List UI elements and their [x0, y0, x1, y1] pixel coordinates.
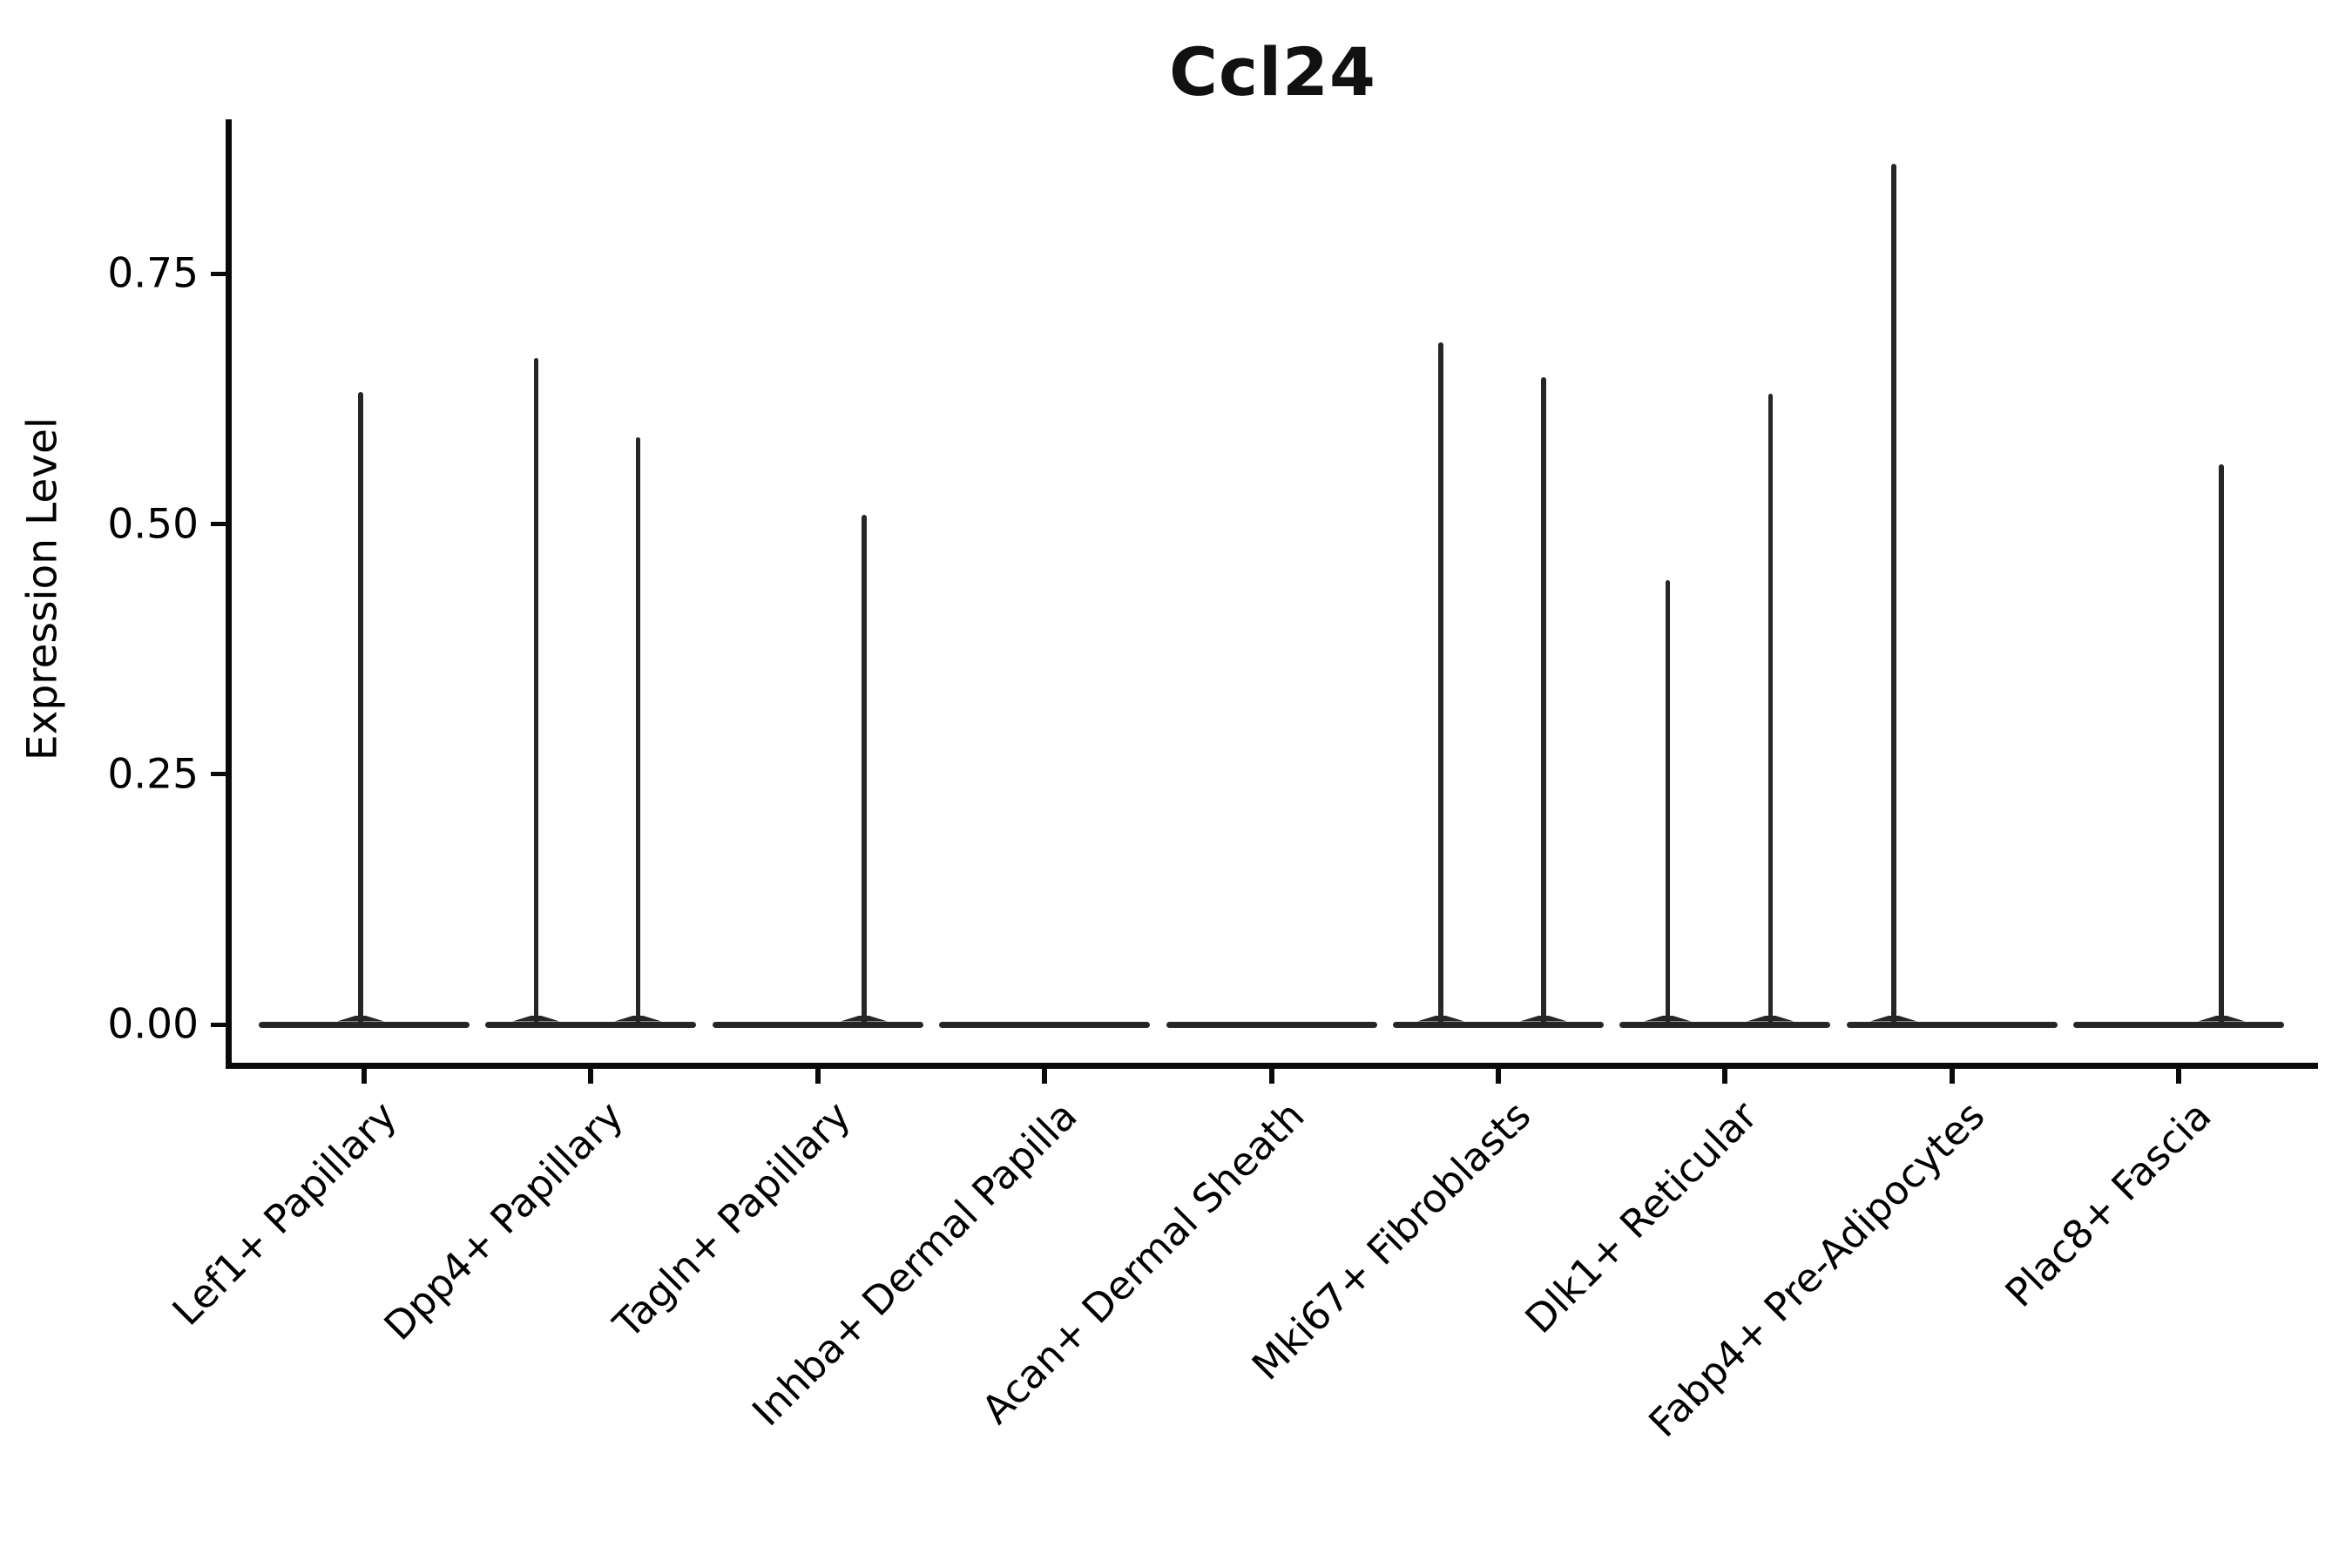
violin-baseline: [485, 1021, 697, 1028]
x-category-label: Dpp4+ Papillary: [375, 1092, 632, 1349]
violin-spike-foot: [1520, 1015, 1567, 1022]
x-category-label: Tagln+ Papillary: [604, 1092, 860, 1348]
violin-spike: [1541, 376, 1546, 1024]
x-category-label: Lef1+ Papillary: [163, 1092, 406, 1335]
y-tick: [211, 522, 226, 527]
violin-spike-foot: [1644, 1015, 1692, 1022]
violin-spike: [1665, 579, 1671, 1024]
violin-baseline: [939, 1021, 1151, 1028]
violin-spike-foot: [337, 1015, 384, 1022]
x-category-label: Plac8+ Fascia: [1996, 1092, 2220, 1316]
violin-baseline: [1619, 1021, 1831, 1028]
violin-baseline: [1846, 1021, 2058, 1028]
violin-spike: [533, 357, 539, 1024]
y-tick: [211, 1022, 226, 1027]
x-tick: [1949, 1068, 1955, 1084]
y-tick-label: 0.75: [107, 249, 199, 298]
violin-baseline: [712, 1021, 923, 1028]
y-tick: [211, 271, 226, 276]
violin-spike-foot: [614, 1015, 662, 1022]
y-tick-label: 0.00: [107, 1000, 199, 1049]
x-tick: [1042, 1068, 1048, 1084]
y-tick-label: 0.25: [107, 750, 199, 799]
y-tick-label: 0.50: [107, 500, 199, 549]
x-category-label: Dlk1+ Reticular: [1516, 1092, 1767, 1342]
violin-spike: [862, 515, 867, 1024]
chart-title: Ccl24: [1169, 33, 1376, 111]
violin-baseline: [2073, 1021, 2285, 1028]
y-tick: [211, 772, 226, 777]
x-tick: [1722, 1068, 1728, 1084]
x-tick: [1496, 1068, 1501, 1084]
violin-spike-foot: [512, 1015, 560, 1022]
x-tick: [1268, 1068, 1274, 1084]
x-tick: [588, 1068, 594, 1084]
x-axis-line: [225, 1062, 2318, 1069]
violin-spike: [1438, 341, 1443, 1024]
x-tick: [362, 1068, 367, 1084]
violin-baseline: [1393, 1021, 1604, 1028]
violin-baseline: [259, 1021, 470, 1028]
violin-spike-foot: [2198, 1015, 2246, 1022]
violin-spike-foot: [1869, 1015, 1917, 1022]
violin-baseline: [1166, 1021, 1377, 1028]
x-tick: [2176, 1068, 2182, 1084]
x-tick: [814, 1068, 821, 1084]
violin-spike: [2219, 463, 2224, 1024]
violin-spike: [358, 391, 363, 1024]
violin-spike: [635, 436, 641, 1024]
violin-spike-foot: [1417, 1015, 1464, 1022]
violin-spike: [1767, 394, 1774, 1024]
y-axis-line: [225, 119, 232, 1069]
violin-spike-foot: [840, 1015, 888, 1022]
violin-spike: [1891, 164, 1896, 1024]
violin-spike-foot: [1747, 1015, 1794, 1022]
